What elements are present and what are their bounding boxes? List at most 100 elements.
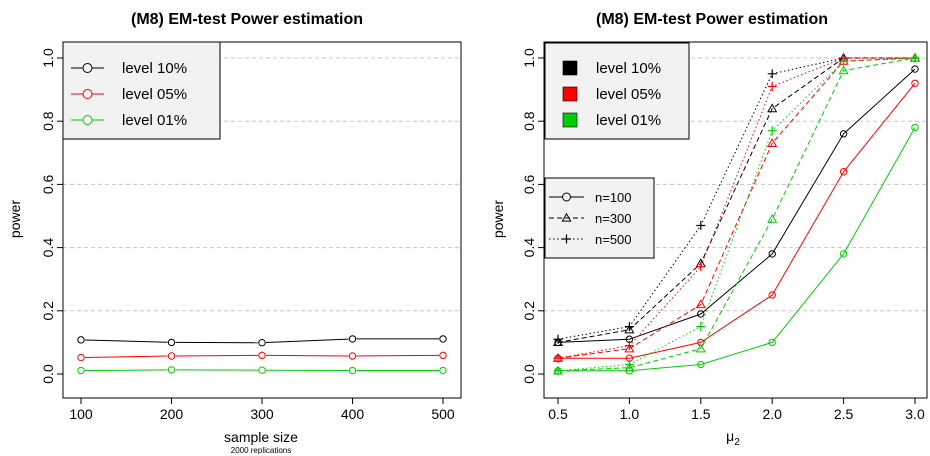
right-x-tick-label: 2.0 xyxy=(762,406,782,422)
right-data-point xyxy=(696,220,706,230)
right-data-point xyxy=(911,65,919,73)
right-y-tick-label: 0.6 xyxy=(521,174,537,194)
left-x-axis-sublabel: 2000 replications xyxy=(231,446,291,455)
left-data-point xyxy=(439,351,447,360)
right-x-tick-label: 1.0 xyxy=(620,406,640,422)
right-level-legend-label: level 10% xyxy=(596,60,661,77)
right-data-point xyxy=(553,334,563,344)
left-legend-label: level 01% xyxy=(122,112,187,129)
left-series xyxy=(77,335,447,375)
right-panel: (M8) EM-test Power estimation power μ2 0… xyxy=(490,11,928,448)
right-level-legend-label: level 05% xyxy=(596,86,661,103)
right-plot-frame xyxy=(543,41,928,399)
right-y-tick-label: 0.2 xyxy=(521,301,537,321)
right-data-point xyxy=(838,65,849,75)
left-y-tick-label: 1.0 xyxy=(40,48,56,68)
left-x-tick-label: 500 xyxy=(431,406,455,422)
left-data-point xyxy=(258,366,266,374)
left-series-segment xyxy=(84,369,168,371)
right-level-legend-swatch xyxy=(562,86,578,102)
right-size-legend-marker xyxy=(562,192,571,202)
right-y-tick-label: 1.0 xyxy=(521,48,537,68)
left-y-tick-label: 0.4 xyxy=(40,238,56,258)
right-data-point xyxy=(552,337,564,347)
left-y-axis: 0.0 0.2 0.4 0.6 0.8 1.0 xyxy=(40,48,63,384)
right-x-axis: 0.5 1.0 1.5 2.0 2.5 3.0 xyxy=(548,398,925,422)
left-x-axis-label: sample size xyxy=(224,429,298,445)
right-data-point xyxy=(767,138,778,147)
right-series xyxy=(552,52,921,376)
right-data-point xyxy=(910,53,920,63)
left-legend-label: level 10% xyxy=(122,60,187,77)
right-data-point xyxy=(768,291,776,299)
right-data-point xyxy=(839,130,848,138)
left-x-tick-label: 400 xyxy=(341,406,365,422)
left-legend-marker xyxy=(82,115,93,125)
left-legend-marker xyxy=(82,89,93,99)
left-legend-label: level 05% xyxy=(122,86,187,103)
left-series-segment xyxy=(84,339,168,343)
left-data-point xyxy=(77,366,85,375)
right-level-legend-swatch xyxy=(562,60,578,76)
left-legend-marker xyxy=(82,63,93,73)
right-series-line xyxy=(558,82,916,359)
left-y-tick-label: 0.0 xyxy=(40,364,56,384)
left-x-axis: 100 200 300 400 500 xyxy=(69,398,455,422)
right-data-point xyxy=(624,362,635,372)
right-x-axis-label-mu: μ xyxy=(726,428,734,444)
left-plot-frame xyxy=(62,41,462,399)
right-size-legend-box xyxy=(544,177,655,259)
right-data-point xyxy=(695,299,706,309)
right-y-tick-label: 0.8 xyxy=(521,111,537,131)
right-x-tick-label: 2.5 xyxy=(834,406,854,422)
left-y-tick-label: 0.6 xyxy=(40,174,56,194)
right-series-line xyxy=(557,57,916,372)
right-data-point xyxy=(553,353,563,363)
right-series-line xyxy=(557,57,916,372)
right-data-point xyxy=(767,126,777,136)
right-size-legend-label: n=300 xyxy=(595,211,632,226)
right-data-point xyxy=(624,360,634,370)
right-data-point xyxy=(839,250,848,258)
right-data-point xyxy=(767,69,777,79)
right-data-point xyxy=(768,250,776,258)
right-data-point xyxy=(624,341,634,351)
left-x-tick-label: 100 xyxy=(69,406,93,422)
right-data-point xyxy=(696,322,706,332)
right-size-legend-marker xyxy=(561,212,572,222)
left-data-point xyxy=(439,366,447,375)
right-level-legend: level 10% level 05% level 01% xyxy=(544,42,690,140)
right-x-axis-label-subscript: 2 xyxy=(734,437,740,448)
left-data-point xyxy=(439,335,447,343)
left-data-point xyxy=(348,366,357,375)
left-data-point xyxy=(77,336,85,344)
right-data-point xyxy=(696,262,706,272)
left-y-axis-label: power xyxy=(7,200,23,238)
right-size-legend-label: n=500 xyxy=(595,232,632,247)
right-series-line xyxy=(557,57,916,359)
left-data-point xyxy=(348,352,357,360)
right-data-point xyxy=(697,360,705,369)
right-x-axis-label: μ2 xyxy=(726,428,740,448)
right-series-line xyxy=(557,57,915,359)
left-data-point xyxy=(348,335,357,343)
left-x-tick-label: 300 xyxy=(250,406,274,422)
left-y-tick-label: 0.8 xyxy=(40,111,56,131)
right-chart-title: (M8) EM-test Power estimation xyxy=(596,11,828,28)
right-y-tick-label: 0.4 xyxy=(521,238,537,258)
left-data-point xyxy=(167,352,176,360)
left-data-point xyxy=(167,338,176,347)
right-data-point xyxy=(768,338,776,347)
right-data-point xyxy=(767,213,778,223)
left-series-segment xyxy=(356,354,440,357)
left-legend: level 10% level 05% level 01% xyxy=(62,41,221,140)
right-series-line xyxy=(557,57,915,343)
right-data-point xyxy=(767,81,777,91)
right-size-legend-label: n=100 xyxy=(595,190,632,205)
right-series-line xyxy=(558,127,916,372)
right-size-legend: n=100 n=300 n=500 xyxy=(544,177,655,259)
right-data-point xyxy=(767,103,778,113)
left-panel: (M8) EM-test Power estimation power samp… xyxy=(7,11,462,455)
left-data-point xyxy=(167,366,176,374)
right-data-point xyxy=(624,322,634,332)
